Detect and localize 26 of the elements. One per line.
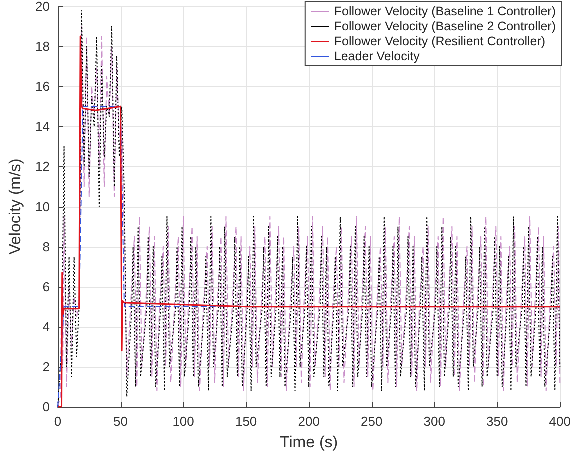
x-tick-label: 100 xyxy=(172,414,194,429)
y-tick-label: 6 xyxy=(42,279,50,294)
x-tick-label: 150 xyxy=(235,414,258,429)
legend-label: Leader Velocity xyxy=(334,50,421,64)
legend-label: Follower Velocity (Resilient Controller) xyxy=(334,34,546,48)
y-axis-title: Velocity (m/s) xyxy=(8,158,24,255)
x-tick-label: 50 xyxy=(114,414,128,429)
y-tick-label: 0 xyxy=(42,400,50,414)
x-tick-label: 250 xyxy=(360,414,383,429)
x-tick-label: 300 xyxy=(424,414,446,429)
y-tick-label: 14 xyxy=(36,119,50,134)
x-tick-label: 400 xyxy=(549,414,572,429)
y-tick-label: 20 xyxy=(36,0,50,14)
legend-label: Follower Velocity (Baseline 2 Controller) xyxy=(334,20,556,34)
x-tick-label: 350 xyxy=(486,414,508,429)
x-tick-label: 200 xyxy=(298,414,320,429)
y-tick-label: 18 xyxy=(36,39,50,54)
y-tick-label: 10 xyxy=(36,199,50,214)
y-tick-label: 4 xyxy=(42,319,50,334)
y-tick-label: 16 xyxy=(36,79,50,94)
y-tick-label: 2 xyxy=(42,359,50,374)
x-tick-label: 0 xyxy=(54,414,62,429)
y-tick-label: 12 xyxy=(36,159,50,174)
x-axis-title: Time (s) xyxy=(280,434,338,452)
y-tick-label: 8 xyxy=(42,239,50,254)
legend-label: Follower Velocity (Baseline 1 Controller) xyxy=(334,4,556,18)
